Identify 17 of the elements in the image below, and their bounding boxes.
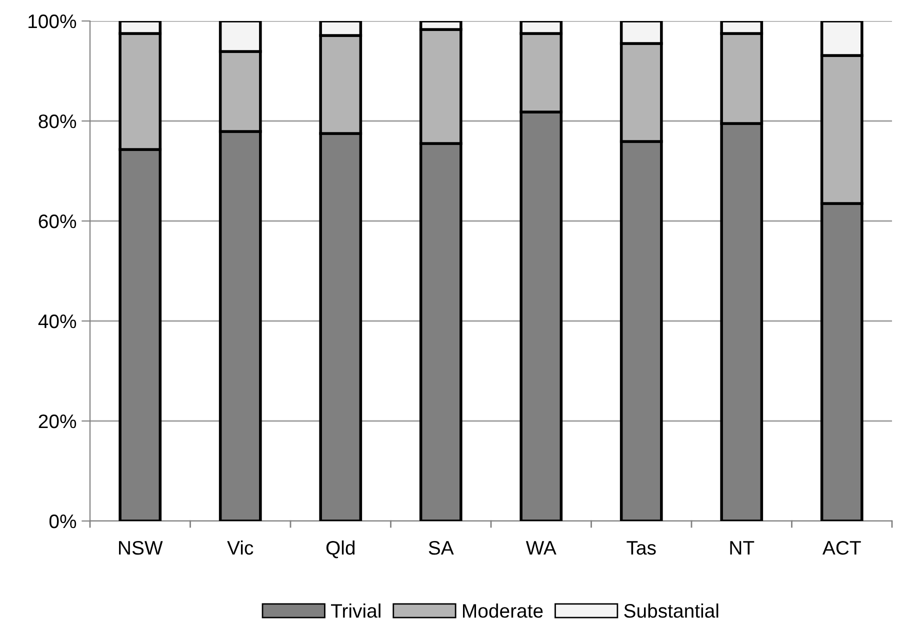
y-tick-label: 0% <box>49 514 76 528</box>
y-tick-label: 60% <box>38 214 76 228</box>
x-tick-label: Qld <box>326 540 354 558</box>
y-tick-label: 80% <box>38 114 76 128</box>
x-tick-label: NSW <box>119 540 163 555</box>
x-tick-label: WA <box>526 541 556 555</box>
y-tick-label: 20% <box>38 414 76 428</box>
legend-label: Trivial <box>331 604 380 618</box>
x-tick-label: NT <box>730 541 754 555</box>
x-tick-label: Tas <box>626 541 656 555</box>
legend-label: Moderate <box>463 604 543 618</box>
y-tick-label: 40% <box>38 314 76 328</box>
x-tick-label: SA <box>428 540 454 555</box>
x-tick-label: Vic <box>227 540 254 555</box>
y-tick-label: 100% <box>28 14 76 28</box>
legend-label: Substantial <box>624 604 718 618</box>
x-tick-label: ACT <box>822 540 861 555</box>
